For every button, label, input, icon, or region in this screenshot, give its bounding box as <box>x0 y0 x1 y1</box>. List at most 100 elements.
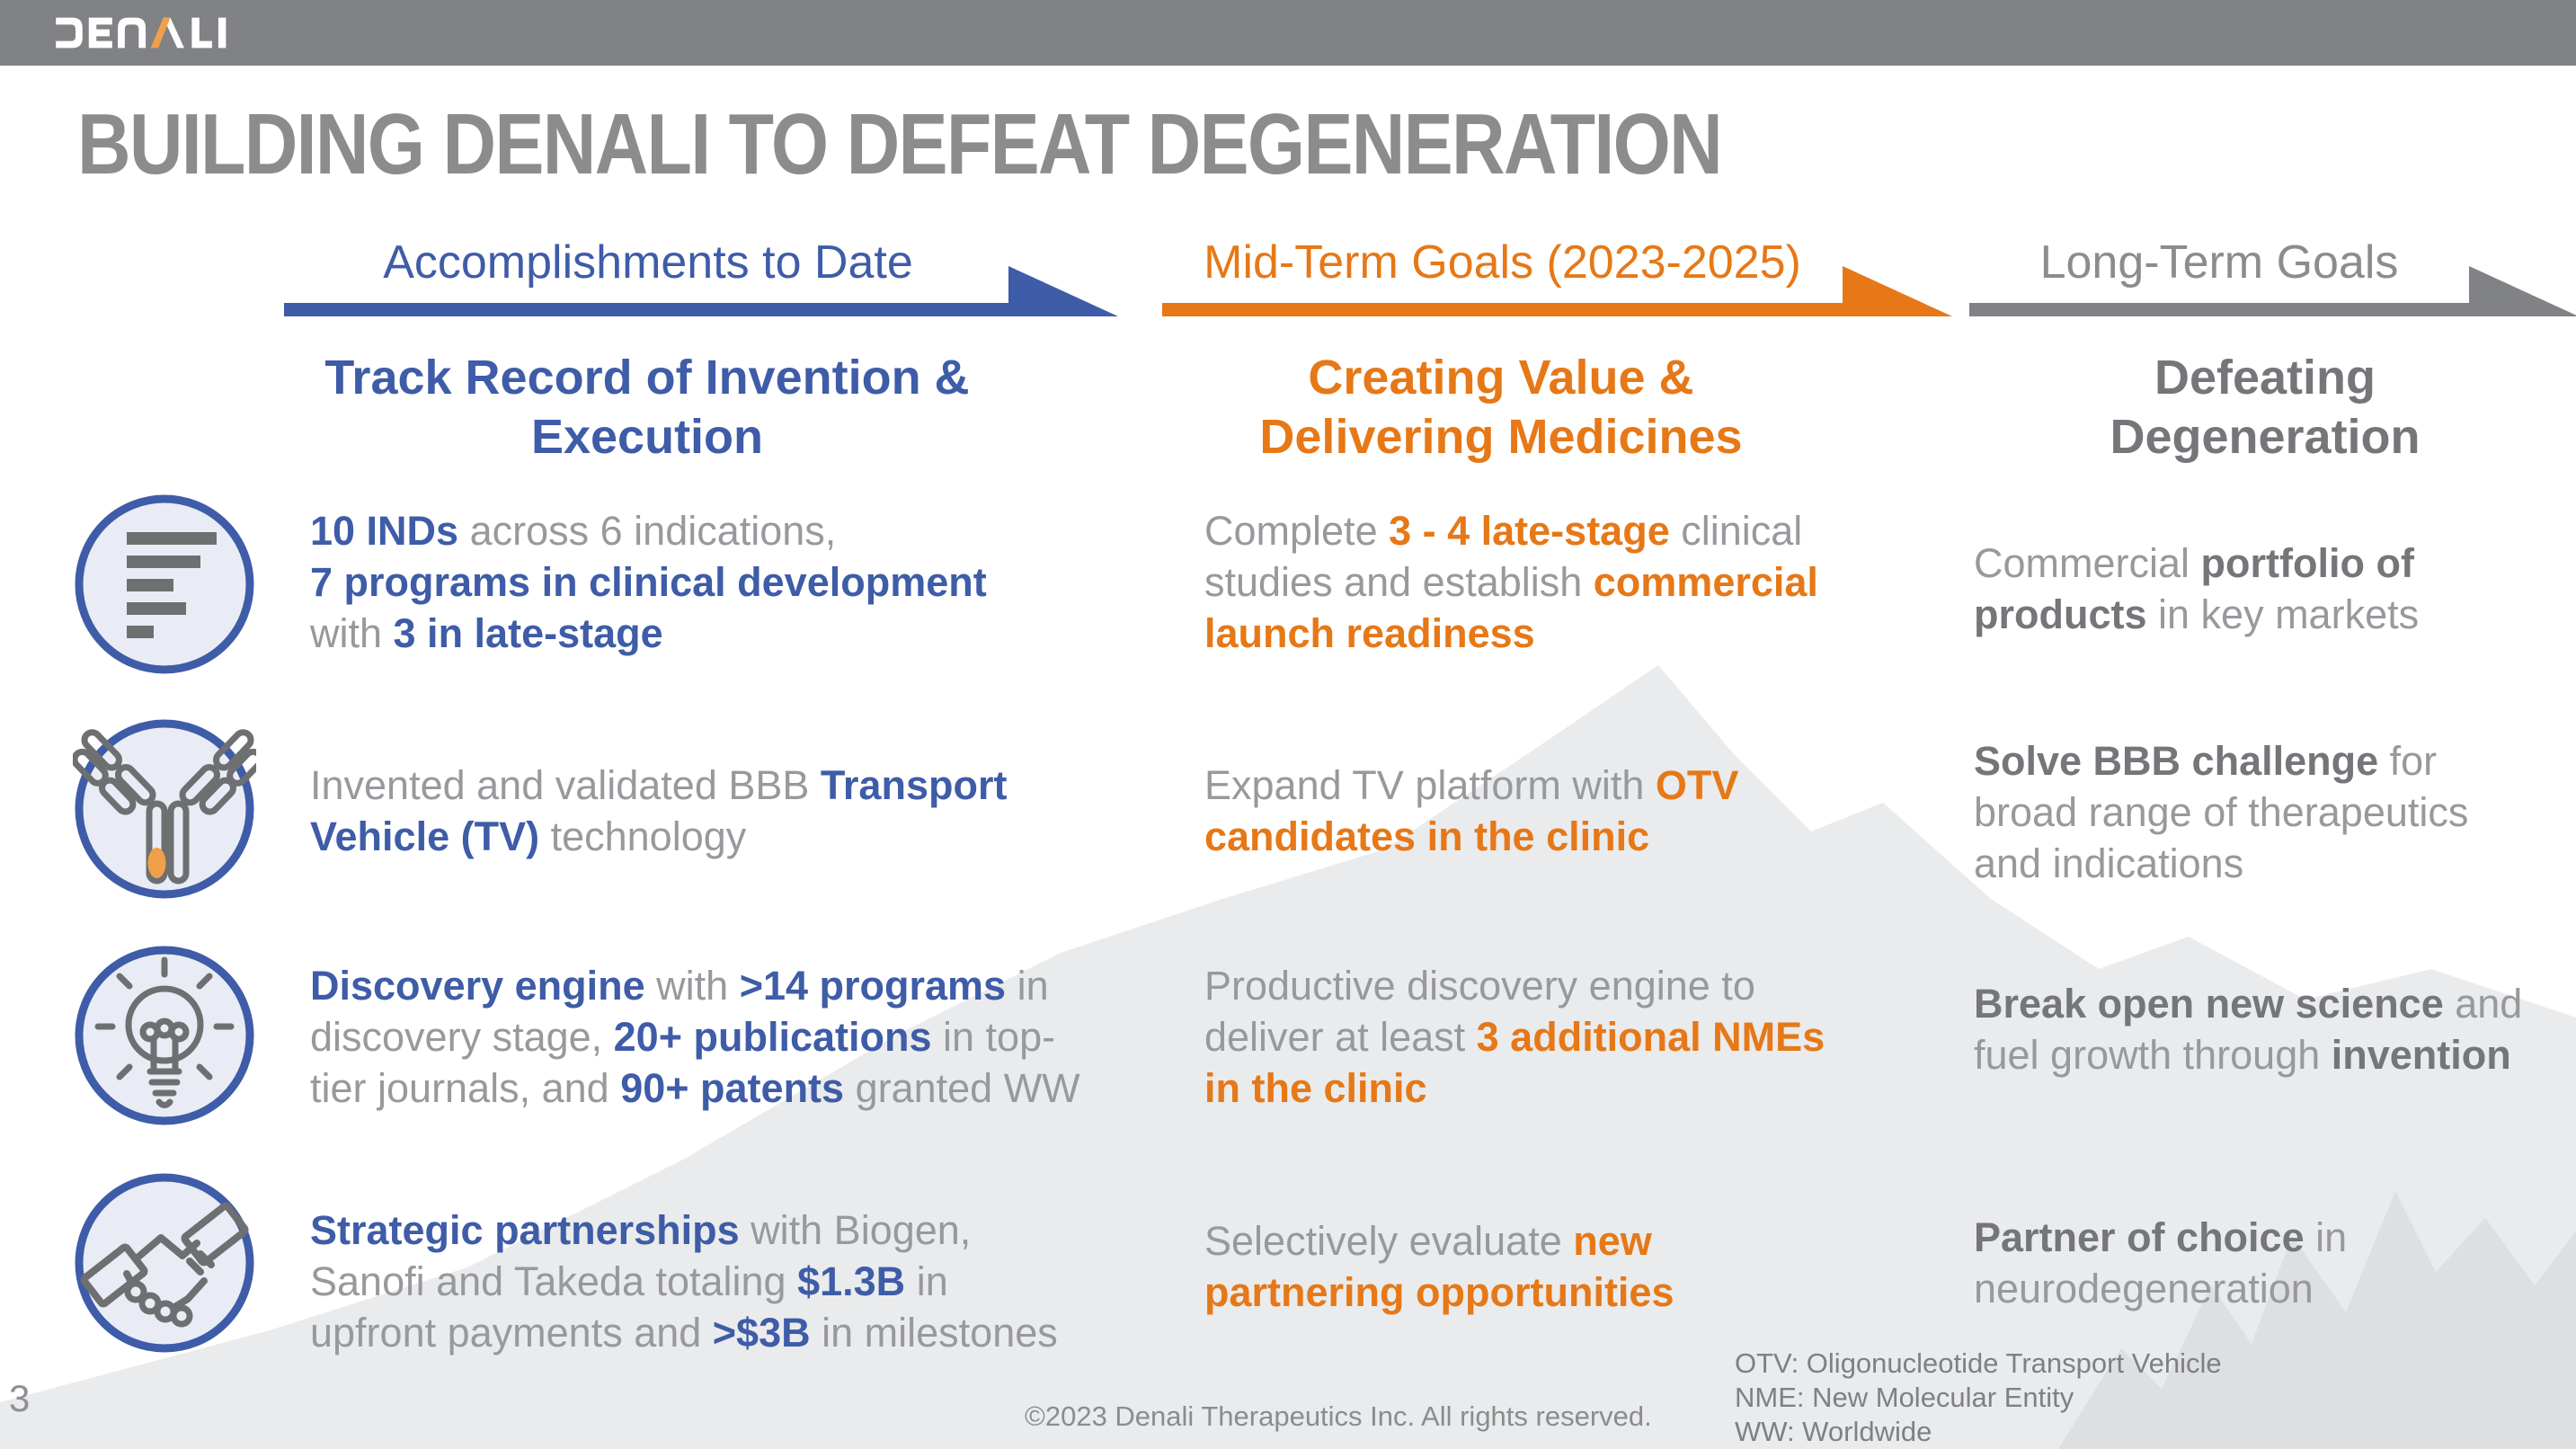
subtitle-line: Delivering Medicines <box>1259 409 1743 464</box>
slide-title: BUILDING DENALI TO DEFEAT DEGENERATION <box>77 96 1723 192</box>
accomplishments-row-3-text: Discovery engine with >14 programs in dis… <box>310 960 1218 1114</box>
handshake-icon <box>75 1173 254 1353</box>
abbreviation-ww: WW: Worldwide <box>1735 1415 1932 1447</box>
subtitle-line: Track Record of Invention & <box>324 351 970 404</box>
text-segment: Expand TV platform with <box>1204 762 1656 808</box>
text-segment: Commercial <box>1974 540 2201 586</box>
logo-letter-i <box>218 17 227 49</box>
abbreviation-key: OTV: Oligonucleotide Transport Vehicle N… <box>1735 1347 2222 1448</box>
logo-letter-a-left-orange <box>150 17 171 49</box>
text-segment: in milestones <box>810 1310 1058 1356</box>
abbreviation-otv: OTV: Oligonucleotide Transport Vehicle <box>1735 1347 2222 1379</box>
accomplishments-row-1-text: 10 INDs across 6 indications, 7 programs … <box>310 505 1191 659</box>
long-term-row-4-text: Partner of choice in neurodegeneration <box>1974 1212 2576 1314</box>
column-header-accomplishments: Accomplishments to Date <box>383 236 913 289</box>
text-segment: candidates in the clinic <box>1204 813 1650 860</box>
accomplishments-arrow-head <box>1008 266 1118 316</box>
text-segment: upfront payments and <box>310 1310 713 1356</box>
text-segment: tier journals, and <box>310 1065 621 1112</box>
text-segment: Solve BBB challenge <box>1974 738 2379 784</box>
text-segment: with <box>310 610 394 657</box>
logo-letter-n <box>118 17 147 49</box>
mid-term-arrow-head <box>1843 266 1952 316</box>
text-segment: in <box>905 1258 948 1305</box>
long-term-arrow-bar <box>1969 303 2469 316</box>
text-segment: in <box>2304 1214 2348 1260</box>
text-segment: Strategic partnerships <box>310 1207 740 1253</box>
text-segment: deliver at least <box>1204 1014 1477 1061</box>
logo-letter-a-right <box>163 17 184 49</box>
mid-term-row-1-text: Complete 3 - 4 late-stage clinical studie… <box>1204 505 1932 659</box>
text-segment: in key markets <box>2146 591 2420 638</box>
text-segment: in <box>1006 963 1049 1009</box>
text-segment: 3 in late-stage <box>393 610 663 657</box>
subtitle-line: Execution <box>530 409 764 464</box>
text-segment: Invented and validated BBB <box>310 762 821 808</box>
text-segment: new <box>1573 1218 1652 1264</box>
mountain-silhouette-dark <box>2058 1191 2576 1449</box>
copyright-notice: ©2023 Denali Therapeutics Inc. All right… <box>1025 1400 1652 1432</box>
denali-logo <box>56 17 227 49</box>
accomplishments-row-4-text: Strategic partnerships with Biogen, Sanof… <box>310 1205 1200 1358</box>
text-segment: fuel growth through <box>1974 1032 2332 1079</box>
subtitle-line: Degeneration <box>2110 409 2421 464</box>
text-segment: and <box>2443 981 2523 1027</box>
text-segment: for <box>2378 738 2438 784</box>
lightbulb-idea-icon <box>75 946 254 1125</box>
long-term-row-1-text: Commercial portfolio of products in key m… <box>1974 538 2576 640</box>
subtitle-line: Creating Value & <box>1308 351 1694 404</box>
text-segment: 20+ publications <box>613 1014 932 1061</box>
text-segment: OTV <box>1655 762 1739 808</box>
text-segment: Vehicle (TV) <box>310 813 540 860</box>
accomplishments-row-2-text: Invented and validated BBB Transport Vehi… <box>310 760 1200 862</box>
text-segment: granted WW <box>844 1065 1080 1112</box>
text-segment: and indications <box>1974 840 2244 887</box>
subtitle-creating-value: Creating Value & Delivering Medicines <box>1168 349 1834 467</box>
text-segment: discovery stage, <box>310 1014 614 1061</box>
mid-term-arrow-bar <box>1162 303 1843 316</box>
mid-term-row-2-text: Expand TV platform with OTV candidates in… <box>1204 760 1932 862</box>
mid-term-row-4-text: Selectively evaluate new partnering oppor… <box>1204 1215 1932 1318</box>
page-number: 3 <box>9 1377 31 1419</box>
logo-letter-d <box>56 17 83 49</box>
text-segment: clinical <box>1669 508 1803 554</box>
text-segment: 3 additional NMEs <box>1476 1014 1825 1061</box>
text-segment: Productive discovery engine to <box>1204 963 1755 1009</box>
text-segment: 3 - 4 late-stage <box>1389 508 1670 554</box>
long-term-arrow-head <box>2469 266 2576 316</box>
accomplishments-arrow-bar <box>284 303 1008 316</box>
mountain-silhouette-light <box>0 665 2576 1449</box>
column-header-mid-term-goals: Mid-Term Goals (2023-2025) <box>1204 236 1801 289</box>
text-segment: 90+ patents <box>620 1065 845 1112</box>
text-segment: across 6 indications, <box>458 508 837 554</box>
abbreviation-nme: NME: New Molecular Entity <box>1735 1381 2074 1413</box>
text-segment: portfolio of <box>2200 540 2414 586</box>
text-segment: $1.3B <box>797 1258 906 1305</box>
text-segment: Sanofi and Takeda totaling <box>310 1258 798 1305</box>
subtitle-line: Defeating <box>2154 351 2376 404</box>
text-segment: studies and establish <box>1204 559 1594 606</box>
text-segment: Break open new science <box>1974 981 2444 1027</box>
pipeline-bar-chart-icon <box>75 494 254 674</box>
long-term-row-2-text: Solve BBB challenge for broad range of th… <box>1974 735 2576 889</box>
text-segment: >$3B <box>712 1310 811 1356</box>
text-segment: broad range of therapeutics <box>1974 789 2469 836</box>
text-segment: partnering opportunities <box>1204 1269 1674 1316</box>
text-segment: invention <box>2331 1032 2511 1079</box>
long-term-row-3-text: Break open new science and fuel growth th… <box>1974 978 2576 1080</box>
text-segment: neurodegeneration <box>1974 1266 2314 1312</box>
text-segment: in the clinic <box>1204 1065 1427 1112</box>
column-header-long-term-goals: Long-Term Goals <box>2039 236 2399 289</box>
text-segment: 7 programs in clinical development <box>310 559 987 606</box>
mid-term-row-3-text: Productive discovery engine to deliver at… <box>1204 960 1932 1114</box>
text-segment: Discovery engine <box>310 963 645 1009</box>
logo-letter-e <box>88 17 112 49</box>
antibody-icon <box>73 719 256 899</box>
text-segment: Complete <box>1204 508 1390 554</box>
text-segment: 10 INDs <box>310 508 459 554</box>
text-segment: Partner of choice <box>1974 1214 2305 1260</box>
text-segment: technology <box>539 813 747 860</box>
subtitle-track-record: Track Record of Invention & Execution <box>270 349 1025 467</box>
